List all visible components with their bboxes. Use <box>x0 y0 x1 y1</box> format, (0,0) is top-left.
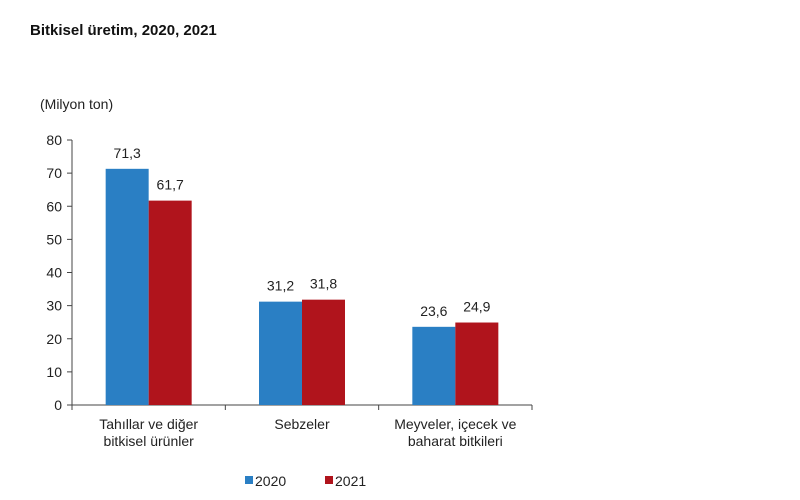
y-tick-label: 20 <box>46 331 62 347</box>
y-tick-label: 40 <box>46 265 62 281</box>
bar-2021 <box>455 322 499 405</box>
bar-2020 <box>105 168 149 405</box>
x-tick-label: bitkisel ürünler <box>104 433 195 449</box>
legend-label: 2021 <box>335 473 366 489</box>
x-tick-label: Sebzeler <box>274 416 330 432</box>
x-tick-label: Meyveler, içecek ve <box>394 416 516 432</box>
y-tick-label: 30 <box>46 298 62 314</box>
y-tick-label: 70 <box>46 165 62 181</box>
y-axis-label: (Milyon ton) <box>40 96 113 112</box>
data-label: 31,2 <box>267 278 294 294</box>
bar-2021 <box>302 299 345 405</box>
data-label: 23,6 <box>420 303 447 319</box>
data-label: 31,8 <box>310 276 337 292</box>
y-tick-label: 0 <box>54 397 62 413</box>
legend-label: 2020 <box>255 473 286 489</box>
x-tick-label: Tahıllar ve diğer <box>99 416 198 432</box>
y-tick-label: 50 <box>46 231 62 247</box>
bar-2020 <box>259 301 302 405</box>
chart-title: Bitkisel üretim, 2020, 2021 <box>30 22 217 39</box>
data-label: 24,9 <box>463 299 490 315</box>
legend-swatch-2021 <box>325 476 333 484</box>
y-tick-label: 80 <box>46 132 62 148</box>
y-tick-label: 60 <box>46 198 62 214</box>
legend-swatch-2020 <box>245 476 253 484</box>
data-label: 61,7 <box>157 177 184 193</box>
y-tick-label: 10 <box>46 364 62 380</box>
x-tick-label: baharat bitkileri <box>408 433 503 449</box>
bar-2021 <box>148 200 192 405</box>
data-label: 71,3 <box>114 145 141 161</box>
bar-2020 <box>412 326 456 405</box>
